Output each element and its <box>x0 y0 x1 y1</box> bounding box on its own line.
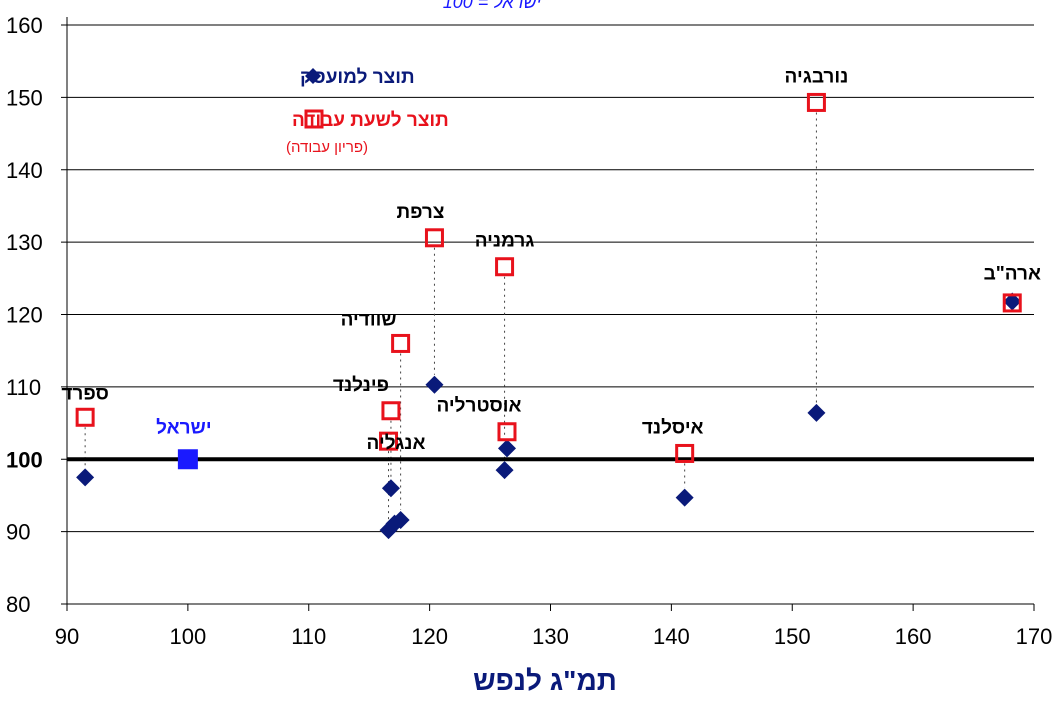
y-tick-label-120: 120 <box>6 303 43 328</box>
point-labels: ספרד ישראל אנגליה פינלנד שוודיה צרפת גרמניה אוס… <box>61 66 1041 454</box>
x-tick-label-170: 170 <box>1016 624 1053 649</box>
x-tick-label-110: 110 <box>291 624 326 649</box>
marker-per-employee-0 <box>76 468 95 487</box>
marker-per-employee-6 <box>495 461 514 480</box>
grid-lines <box>67 24 1034 533</box>
legend-label-per-employee: תוצר למועסק <box>300 67 415 88</box>
marker-per-hour-6 <box>495 257 515 277</box>
legend: תוצר למועסק תוצר לשעת עבודה (פריון עבודה… <box>286 67 449 156</box>
marker-per-employee-5 <box>425 375 444 394</box>
marker-per-hour-5 <box>424 228 444 248</box>
y-tick-label-80: 80 <box>6 592 30 617</box>
marker-per-hour-1 <box>177 449 198 470</box>
x-tick-label-90: 90 <box>55 624 79 649</box>
legend-sublabel-productivity: (פריון עבודה) <box>286 139 368 156</box>
marker-per-hour-0 <box>75 407 95 427</box>
y-tick-label-110: 110 <box>6 375 41 400</box>
point-label-6: גרמניה <box>475 231 535 252</box>
x-tick-label-120: 120 <box>411 624 448 649</box>
index-note: ישראל = 100 <box>443 0 542 12</box>
y-tick-label-150: 150 <box>6 85 43 110</box>
marker-per-hour-7 <box>497 422 517 442</box>
point-label-4: שוודיה <box>341 309 397 330</box>
point-label-2: אנגליה <box>367 433 426 454</box>
y-tick-label-140: 140 <box>6 158 43 183</box>
point-label-7: אוסטרליה <box>436 396 521 417</box>
point-label-5: צרפת <box>396 202 444 223</box>
point-label-10: ארה"ב <box>984 263 1041 284</box>
point-label-8: איסלנד <box>642 417 704 438</box>
legend-marker-per-employee <box>305 68 321 84</box>
x-tick-label-140: 140 <box>653 624 690 649</box>
marker-per-hour-10 <box>1002 293 1022 313</box>
tick-labels: 90 100 110 120 130 140 150 160 170 80 90 100 110 120 1… <box>6 13 1052 649</box>
x-tick-label-150: 150 <box>774 624 811 649</box>
marker-per-employee-10 <box>1003 292 1022 311</box>
x-tick-label-160: 160 <box>895 624 932 649</box>
y-tick-label-160: 160 <box>6 13 43 38</box>
marker-per-employee-3 <box>381 479 400 498</box>
legend-marker-per-hour <box>304 109 324 129</box>
marker-per-hour-8 <box>675 443 695 463</box>
marker-extra-0 <box>385 514 404 533</box>
point-label-9: נורבגיה <box>785 66 849 87</box>
marker-per-hour-3 <box>381 401 401 421</box>
marker-per-hour-9 <box>806 92 826 112</box>
x-tick-label-100: 100 <box>170 624 207 649</box>
axes <box>66 17 1034 605</box>
point-label-1: ישראל <box>156 417 211 438</box>
marker-per-hour-2 <box>379 431 399 451</box>
y-tick-label-100: 100 <box>6 447 43 472</box>
x-axis-title: תמ"ג לנפש <box>473 665 617 696</box>
marker-per-employee-7 <box>497 439 516 458</box>
legend-label-per-hour: תוצר לשעת עבודה <box>292 110 449 131</box>
point-label-0: ספרד <box>61 383 108 404</box>
y-tick-label-130: 130 <box>6 230 43 255</box>
point-label-3: פינלנד <box>333 375 389 396</box>
x-tick-label-130: 130 <box>532 624 569 649</box>
y-tick-label-90: 90 <box>6 520 30 545</box>
marker-per-employee-8 <box>675 488 694 507</box>
marker-per-hour-4 <box>391 333 411 353</box>
data-markers <box>75 92 1022 540</box>
marker-per-employee-9 <box>807 403 826 422</box>
